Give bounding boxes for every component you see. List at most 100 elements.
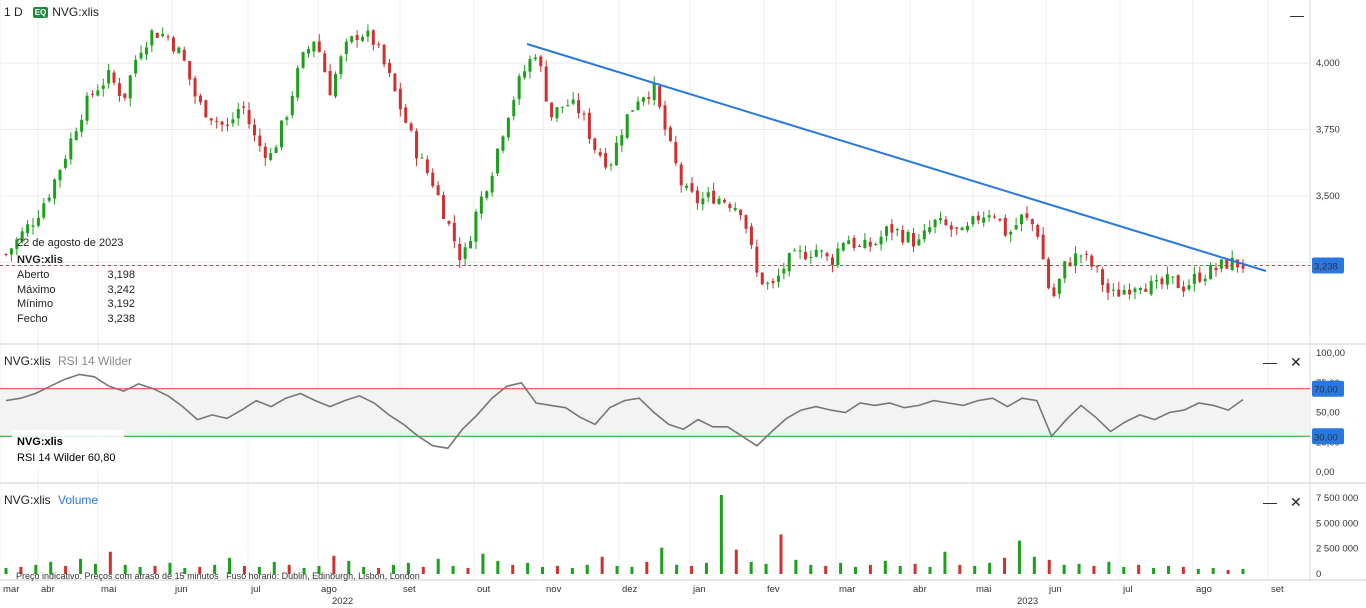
- x-tick: mai: [101, 584, 116, 595]
- candle-body: [825, 253, 829, 257]
- candle-body: [263, 146, 267, 159]
- candle-body: [625, 114, 629, 138]
- x-tick: abr: [41, 584, 55, 595]
- volume-bar: [287, 564, 291, 574]
- candle-body: [739, 209, 743, 216]
- rsi-tick: 100,00: [1316, 348, 1345, 359]
- volume-bar: [481, 553, 485, 574]
- candle-body: [641, 97, 645, 102]
- candle-body: [220, 121, 224, 125]
- volume-bar: [391, 564, 395, 574]
- minimize-rsi-icon[interactable]: —: [1263, 354, 1277, 370]
- candle-body: [544, 66, 548, 102]
- volume-bar: [526, 562, 530, 574]
- volume-bar: [1241, 568, 1245, 574]
- volume-bar: [570, 567, 574, 574]
- close-volume-icon[interactable]: ✕: [1290, 494, 1302, 510]
- candle-body: [1133, 288, 1137, 292]
- candle-body: [312, 41, 316, 52]
- candle-body: [1149, 280, 1153, 295]
- candle-body: [1176, 275, 1180, 289]
- candle-body: [722, 199, 726, 203]
- candle-body: [582, 113, 586, 115]
- minimize-volume-icon[interactable]: —: [1263, 494, 1277, 510]
- x-tick: set: [1271, 584, 1284, 595]
- candle-body: [1052, 287, 1056, 297]
- rsi-legend-value: 60,80: [87, 452, 116, 464]
- candle-body: [793, 250, 797, 252]
- year-label: 2022: [332, 596, 353, 607]
- volume-bar: [1122, 566, 1126, 574]
- volume-bar: [958, 564, 962, 574]
- candle-body: [1203, 278, 1207, 282]
- volume-bar: [108, 551, 112, 574]
- minimize-main-icon[interactable]: —: [1290, 7, 1304, 23]
- volume-bar: [213, 564, 217, 574]
- candle-body: [755, 246, 759, 273]
- volume-bar: [1003, 557, 1007, 574]
- candle-body: [1101, 269, 1105, 286]
- candle-body: [1041, 234, 1045, 260]
- volume-bar: [1196, 568, 1200, 574]
- candle-body: [388, 63, 392, 73]
- volume-bar: [615, 565, 619, 574]
- candle-body: [317, 41, 321, 52]
- rsi-indicator-name[interactable]: RSI 14 Wilder: [58, 354, 133, 368]
- candle-body: [1122, 290, 1126, 295]
- info-symbol: NVG:xlis: [17, 254, 63, 266]
- candle-body: [150, 30, 154, 46]
- candle-body: [701, 198, 705, 205]
- candle-body: [296, 68, 300, 98]
- candle-body: [928, 227, 932, 233]
- candle-body: [204, 100, 208, 118]
- volume-bar: [704, 562, 708, 574]
- volume-bar: [913, 563, 917, 574]
- candle-body: [647, 97, 651, 100]
- candle-body: [841, 242, 845, 251]
- close-rsi-icon[interactable]: ✕: [1290, 354, 1302, 370]
- rsi-legend-label: RSI 14 Wilder: [17, 452, 85, 464]
- volume-bar: [347, 560, 351, 574]
- interval-selector[interactable]: 1 D: [4, 5, 23, 19]
- volume-indicator-name[interactable]: Volume: [58, 493, 99, 507]
- candle-body: [868, 241, 872, 247]
- candle-body: [339, 56, 343, 75]
- x-tick: fev: [767, 584, 780, 595]
- volume-bar: [675, 564, 679, 574]
- symbol-label[interactable]: NVG:xlis: [52, 5, 99, 19]
- last-price-value: 3,238: [1314, 262, 1338, 273]
- volume-bar: [1137, 564, 1141, 574]
- candle-body: [555, 107, 559, 119]
- candle-body: [47, 197, 51, 201]
- candle-body: [1241, 265, 1245, 269]
- volume-bar: [988, 562, 992, 574]
- ohlc-info-box: 22 de agosto de 2023 NVG:xlis Aberto 3,19…: [17, 237, 135, 326]
- volume-bar: [228, 557, 232, 574]
- candle-body: [658, 86, 662, 107]
- x-tick: abr: [913, 584, 927, 595]
- volume-bar: [183, 567, 187, 574]
- candle-body: [85, 95, 89, 121]
- candle-body: [679, 164, 683, 186]
- candle-body: [1117, 289, 1121, 297]
- candle-body: [955, 227, 959, 229]
- volume-bar: [764, 563, 768, 574]
- candle-body: [301, 52, 305, 68]
- price-tick: 4,000: [1316, 58, 1340, 69]
- x-tick: jun: [1048, 584, 1062, 595]
- candle-body: [1003, 217, 1007, 236]
- candle-body: [587, 112, 591, 140]
- candle-body: [1155, 280, 1159, 282]
- candle-body: [933, 219, 937, 228]
- candle-body: [247, 110, 251, 125]
- volume-bar: [242, 565, 246, 574]
- candle-body: [506, 117, 510, 138]
- candle-body: [766, 282, 770, 284]
- candle-body: [139, 52, 143, 59]
- rsi-band-label: 30,00: [1314, 432, 1338, 443]
- candle-body: [398, 88, 402, 110]
- candle-body: [1160, 278, 1164, 285]
- candle-body: [987, 215, 991, 218]
- info-row-low: Mínimo 3,192: [17, 298, 135, 310]
- candle-body: [161, 34, 165, 37]
